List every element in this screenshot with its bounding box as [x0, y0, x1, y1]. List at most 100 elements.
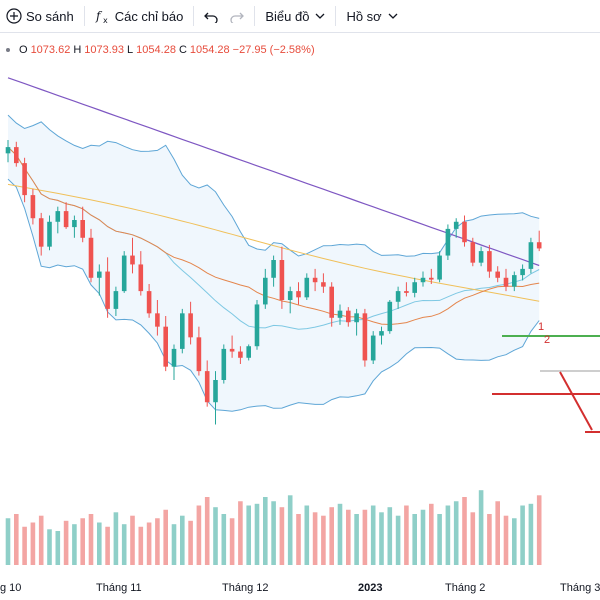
volume-bar — [105, 526, 110, 565]
volume-bar — [287, 495, 293, 565]
profile-menu-label: Hồ sơ — [346, 8, 382, 24]
candle-body — [113, 291, 119, 309]
candle-body — [254, 304, 260, 347]
candle-body — [63, 211, 69, 228]
open-value: 1073.62 — [30, 44, 71, 56]
volume-bar — [72, 524, 77, 565]
candle-body — [312, 277, 318, 283]
volume-bar — [487, 514, 492, 565]
candle-body — [321, 282, 326, 287]
candle-body — [221, 348, 227, 380]
volume-bar — [63, 520, 69, 565]
volume-bar — [379, 512, 384, 565]
candle-body — [171, 348, 177, 367]
volume-bar — [138, 526, 144, 565]
volume-bar — [271, 501, 276, 565]
volume-bar — [146, 522, 152, 565]
x-tick-2023: 2023 — [358, 582, 383, 594]
candle-body — [478, 251, 484, 263]
volume-bar — [30, 522, 36, 565]
candle-body — [130, 255, 135, 265]
volume-bar — [38, 515, 44, 565]
candle-body — [528, 242, 534, 269]
candle-body — [296, 291, 301, 298]
chart-menu-button[interactable]: Biểu đồ — [259, 0, 331, 32]
candle-body — [429, 277, 434, 280]
volume-bar — [14, 514, 19, 565]
volume-bar — [113, 512, 119, 565]
close-label: C — [178, 44, 187, 56]
candle-body — [180, 313, 185, 349]
candle-body — [404, 291, 409, 293]
ma-long-line — [7, 77, 540, 267]
volume-bar — [512, 518, 517, 565]
volume-bar — [404, 505, 409, 565]
volume-bar — [5, 518, 11, 565]
price-chart[interactable]: 12 — [0, 60, 600, 576]
redo-button[interactable] — [224, 0, 250, 32]
volume-bar — [495, 501, 500, 565]
volume-bar — [337, 503, 343, 565]
high-value: 1073.93 — [84, 44, 125, 56]
candle-body — [263, 277, 268, 305]
candle-body — [238, 351, 243, 358]
ohlc-legend: O 1073.62 H 1073.93 L 1054.28 C 1054.28 −27.… — [4, 44, 315, 56]
x-tick-mar: Tháng 3 — [560, 582, 600, 594]
candle-body — [146, 291, 152, 314]
x-tick-feb: Tháng 2 — [445, 582, 486, 594]
volume-bar — [188, 520, 193, 565]
volume-bar — [88, 514, 94, 565]
volume-bar — [47, 529, 52, 565]
ma-mid-line — [7, 183, 540, 302]
chevron-down-icon — [388, 11, 398, 21]
volume-bar — [246, 505, 251, 565]
candle-body — [487, 251, 492, 272]
volume-bar — [296, 514, 301, 565]
candle-body — [337, 310, 343, 318]
candle-body — [304, 277, 310, 298]
marker-1-label: 1 — [538, 321, 544, 333]
close-value: 1054.28 — [189, 44, 230, 56]
candle-body — [379, 331, 384, 336]
candle-body — [412, 282, 417, 293]
volume-bar — [80, 518, 85, 565]
x-tick-nov: Tháng 11 — [96, 582, 142, 594]
volume-bar — [97, 522, 102, 565]
candle-body — [495, 271, 500, 278]
volume-bar — [163, 509, 168, 565]
compare-button[interactable]: So sánh — [0, 0, 80, 32]
profile-menu-button[interactable]: Hồ sơ — [340, 0, 403, 32]
volume-bar — [221, 514, 227, 565]
chevron-down-icon — [315, 11, 325, 21]
candle-body — [279, 260, 285, 300]
volume-bar — [445, 505, 451, 565]
candle-body — [105, 271, 110, 309]
candle-body — [445, 228, 451, 256]
candle-body — [229, 348, 235, 352]
candle-body — [155, 313, 160, 327]
moving-averages — [7, 77, 540, 326]
volume-bar — [229, 518, 235, 565]
volume-bar — [520, 505, 525, 565]
candle-body — [354, 313, 359, 323]
volume-bar — [437, 514, 442, 565]
candle-body — [420, 277, 426, 283]
compare-label: So sánh — [26, 8, 74, 24]
volume-bar — [121, 524, 127, 565]
candle-body — [47, 221, 52, 247]
undo-button[interactable] — [198, 0, 224, 32]
volume-bar — [180, 515, 185, 565]
ma-orange-line — [7, 146, 540, 326]
volume-bar — [478, 490, 484, 565]
volume-bar — [470, 512, 476, 565]
volume-bar — [279, 507, 285, 565]
volume-bar — [462, 497, 467, 565]
candle-body — [287, 291, 293, 300]
volume-bar — [263, 497, 268, 565]
marker-2-label: 2 — [544, 334, 550, 346]
toolbar-divider — [83, 6, 85, 26]
svg-text:x: x — [103, 16, 108, 24]
